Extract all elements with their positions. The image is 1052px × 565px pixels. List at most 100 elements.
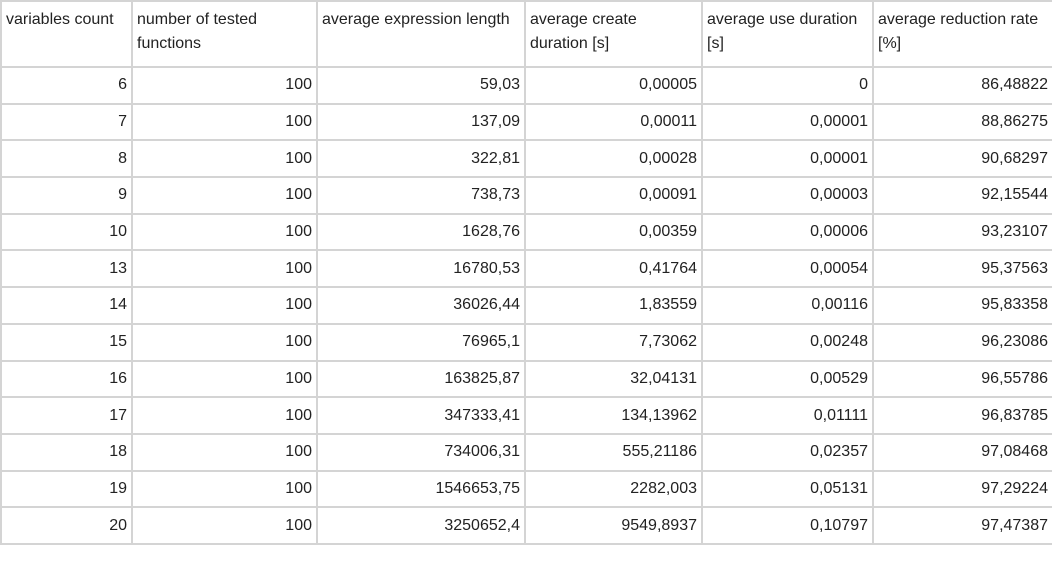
header-cell: average expression length (316, 0, 526, 68)
table-cell: 0,00529 (701, 359, 874, 399)
table-cell: 100 (131, 469, 318, 509)
table-cell: 0 (701, 66, 874, 105)
table-row: 13 100 16780,53 0,41764 0,00054 95,37563 (0, 249, 1052, 289)
table-cell: 555,21186 (524, 432, 703, 472)
table-cell: 3250652,4 (316, 506, 526, 545)
table-cell: 96,23086 (872, 322, 1052, 362)
header-row: variables count number of tested function… (0, 0, 1052, 68)
table-cell: 95,83358 (872, 286, 1052, 325)
header-cell: average create duration [s] (524, 0, 703, 68)
table-cell: 86,48822 (872, 66, 1052, 105)
table-cell: 0,05131 (701, 469, 874, 509)
table-cell: 100 (131, 359, 318, 399)
table-row: 9 100 738,73 0,00091 0,00003 92,15544 (0, 176, 1052, 215)
table-cell: 96,83785 (872, 396, 1052, 435)
table-cell: 0,00091 (524, 176, 703, 215)
table-cell: 9549,8937 (524, 506, 703, 545)
header-cell: average reduction rate [%] (872, 0, 1052, 68)
table-cell: 20 (0, 506, 133, 545)
table-cell: 59,03 (316, 66, 526, 105)
table-row: 8 100 322,81 0,00028 0,00001 90,68297 (0, 139, 1052, 179)
table-cell: 0,10797 (701, 506, 874, 545)
table-cell: 0,00005 (524, 66, 703, 105)
table-cell: 15 (0, 322, 133, 362)
table-row: 10 100 1628,76 0,00359 0,00006 93,23107 (0, 212, 1052, 252)
table-cell: 0,00003 (701, 176, 874, 215)
table-row: 15 100 76965,1 7,73062 0,00248 96,23086 (0, 322, 1052, 362)
table-cell: 95,37563 (872, 249, 1052, 289)
table-body: 6 100 59,03 0,00005 0 86,48822 7 100 137,09 0,000… (0, 66, 1052, 545)
table-cell: 16 (0, 359, 133, 399)
table-cell: 100 (131, 506, 318, 545)
table-cell: 32,04131 (524, 359, 703, 399)
table-cell: 100 (131, 249, 318, 289)
header-cell: number of tested functions (131, 0, 318, 68)
data-table: variables count number of tested function… (0, 0, 1052, 545)
table-cell: 92,15544 (872, 176, 1052, 215)
table-cell: 100 (131, 176, 318, 215)
table-cell: 18 (0, 432, 133, 472)
table-cell: 0,00006 (701, 212, 874, 252)
table-cell: 163825,87 (316, 359, 526, 399)
table-row: 7 100 137,09 0,00011 0,00001 88,86275 (0, 102, 1052, 142)
header-cell: average use duration [s] (701, 0, 874, 68)
table-cell: 100 (131, 286, 318, 325)
table-cell: 0,00116 (701, 286, 874, 325)
table-cell: 100 (131, 396, 318, 435)
table-row: 14 100 36026,44 1,83559 0,00116 95,83358 (0, 286, 1052, 325)
table-cell: 97,29224 (872, 469, 1052, 509)
table-cell: 0,00001 (701, 139, 874, 179)
table-cell: 14 (0, 286, 133, 325)
table-cell: 96,55786 (872, 359, 1052, 399)
table-cell: 16780,53 (316, 249, 526, 289)
table-row: 18 100 734006,31 555,21186 0,02357 97,08468 (0, 432, 1052, 472)
table-cell: 9 (0, 176, 133, 215)
table-cell: 97,08468 (872, 432, 1052, 472)
table-cell: 88,86275 (872, 102, 1052, 142)
table-cell: 0,00054 (701, 249, 874, 289)
table-cell: 97,47387 (872, 506, 1052, 545)
table-cell: 13 (0, 249, 133, 289)
table-cell: 0,41764 (524, 249, 703, 289)
table-cell: 7,73062 (524, 322, 703, 362)
table-cell: 10 (0, 212, 133, 252)
table-row: 16 100 163825,87 32,04131 0,00529 96,55786 (0, 359, 1052, 399)
table-cell: 347333,41 (316, 396, 526, 435)
table-cell: 1546653,75 (316, 469, 526, 509)
table-cell: 7 (0, 102, 133, 142)
table-cell: 0,00248 (701, 322, 874, 362)
table-cell: 734006,31 (316, 432, 526, 472)
table-row: 17 100 347333,41 134,13962 0,01111 96,83785 (0, 396, 1052, 435)
table-cell: 0,00359 (524, 212, 703, 252)
table-cell: 100 (131, 66, 318, 105)
table-cell: 0,00028 (524, 139, 703, 179)
table-cell: 1,83559 (524, 286, 703, 325)
table-cell: 137,09 (316, 102, 526, 142)
table-row: 19 100 1546653,75 2282,003 0,05131 97,29224 (0, 469, 1052, 509)
table-cell: 0,00001 (701, 102, 874, 142)
table-cell: 100 (131, 212, 318, 252)
table-row: 20 100 3250652,4 9549,8937 0,10797 97,47387 (0, 506, 1052, 545)
table-cell: 0,00011 (524, 102, 703, 142)
table-cell: 0,02357 (701, 432, 874, 472)
table-cell: 134,13962 (524, 396, 703, 435)
table-cell: 100 (131, 432, 318, 472)
table-cell: 738,73 (316, 176, 526, 215)
table-cell: 19 (0, 469, 133, 509)
table-cell: 17 (0, 396, 133, 435)
table-cell: 1628,76 (316, 212, 526, 252)
table-cell: 100 (131, 102, 318, 142)
table-cell: 8 (0, 139, 133, 179)
table-cell: 6 (0, 66, 133, 105)
table-cell: 76965,1 (316, 322, 526, 362)
table-cell: 0,01111 (701, 396, 874, 435)
table-cell: 36026,44 (316, 286, 526, 325)
table-cell: 100 (131, 322, 318, 362)
table-cell: 90,68297 (872, 139, 1052, 179)
table-cell: 322,81 (316, 139, 526, 179)
table-cell: 100 (131, 139, 318, 179)
table-cell: 2282,003 (524, 469, 703, 509)
table-row: 6 100 59,03 0,00005 0 86,48822 (0, 66, 1052, 105)
header-cell: variables count (0, 0, 133, 68)
table-cell: 93,23107 (872, 212, 1052, 252)
